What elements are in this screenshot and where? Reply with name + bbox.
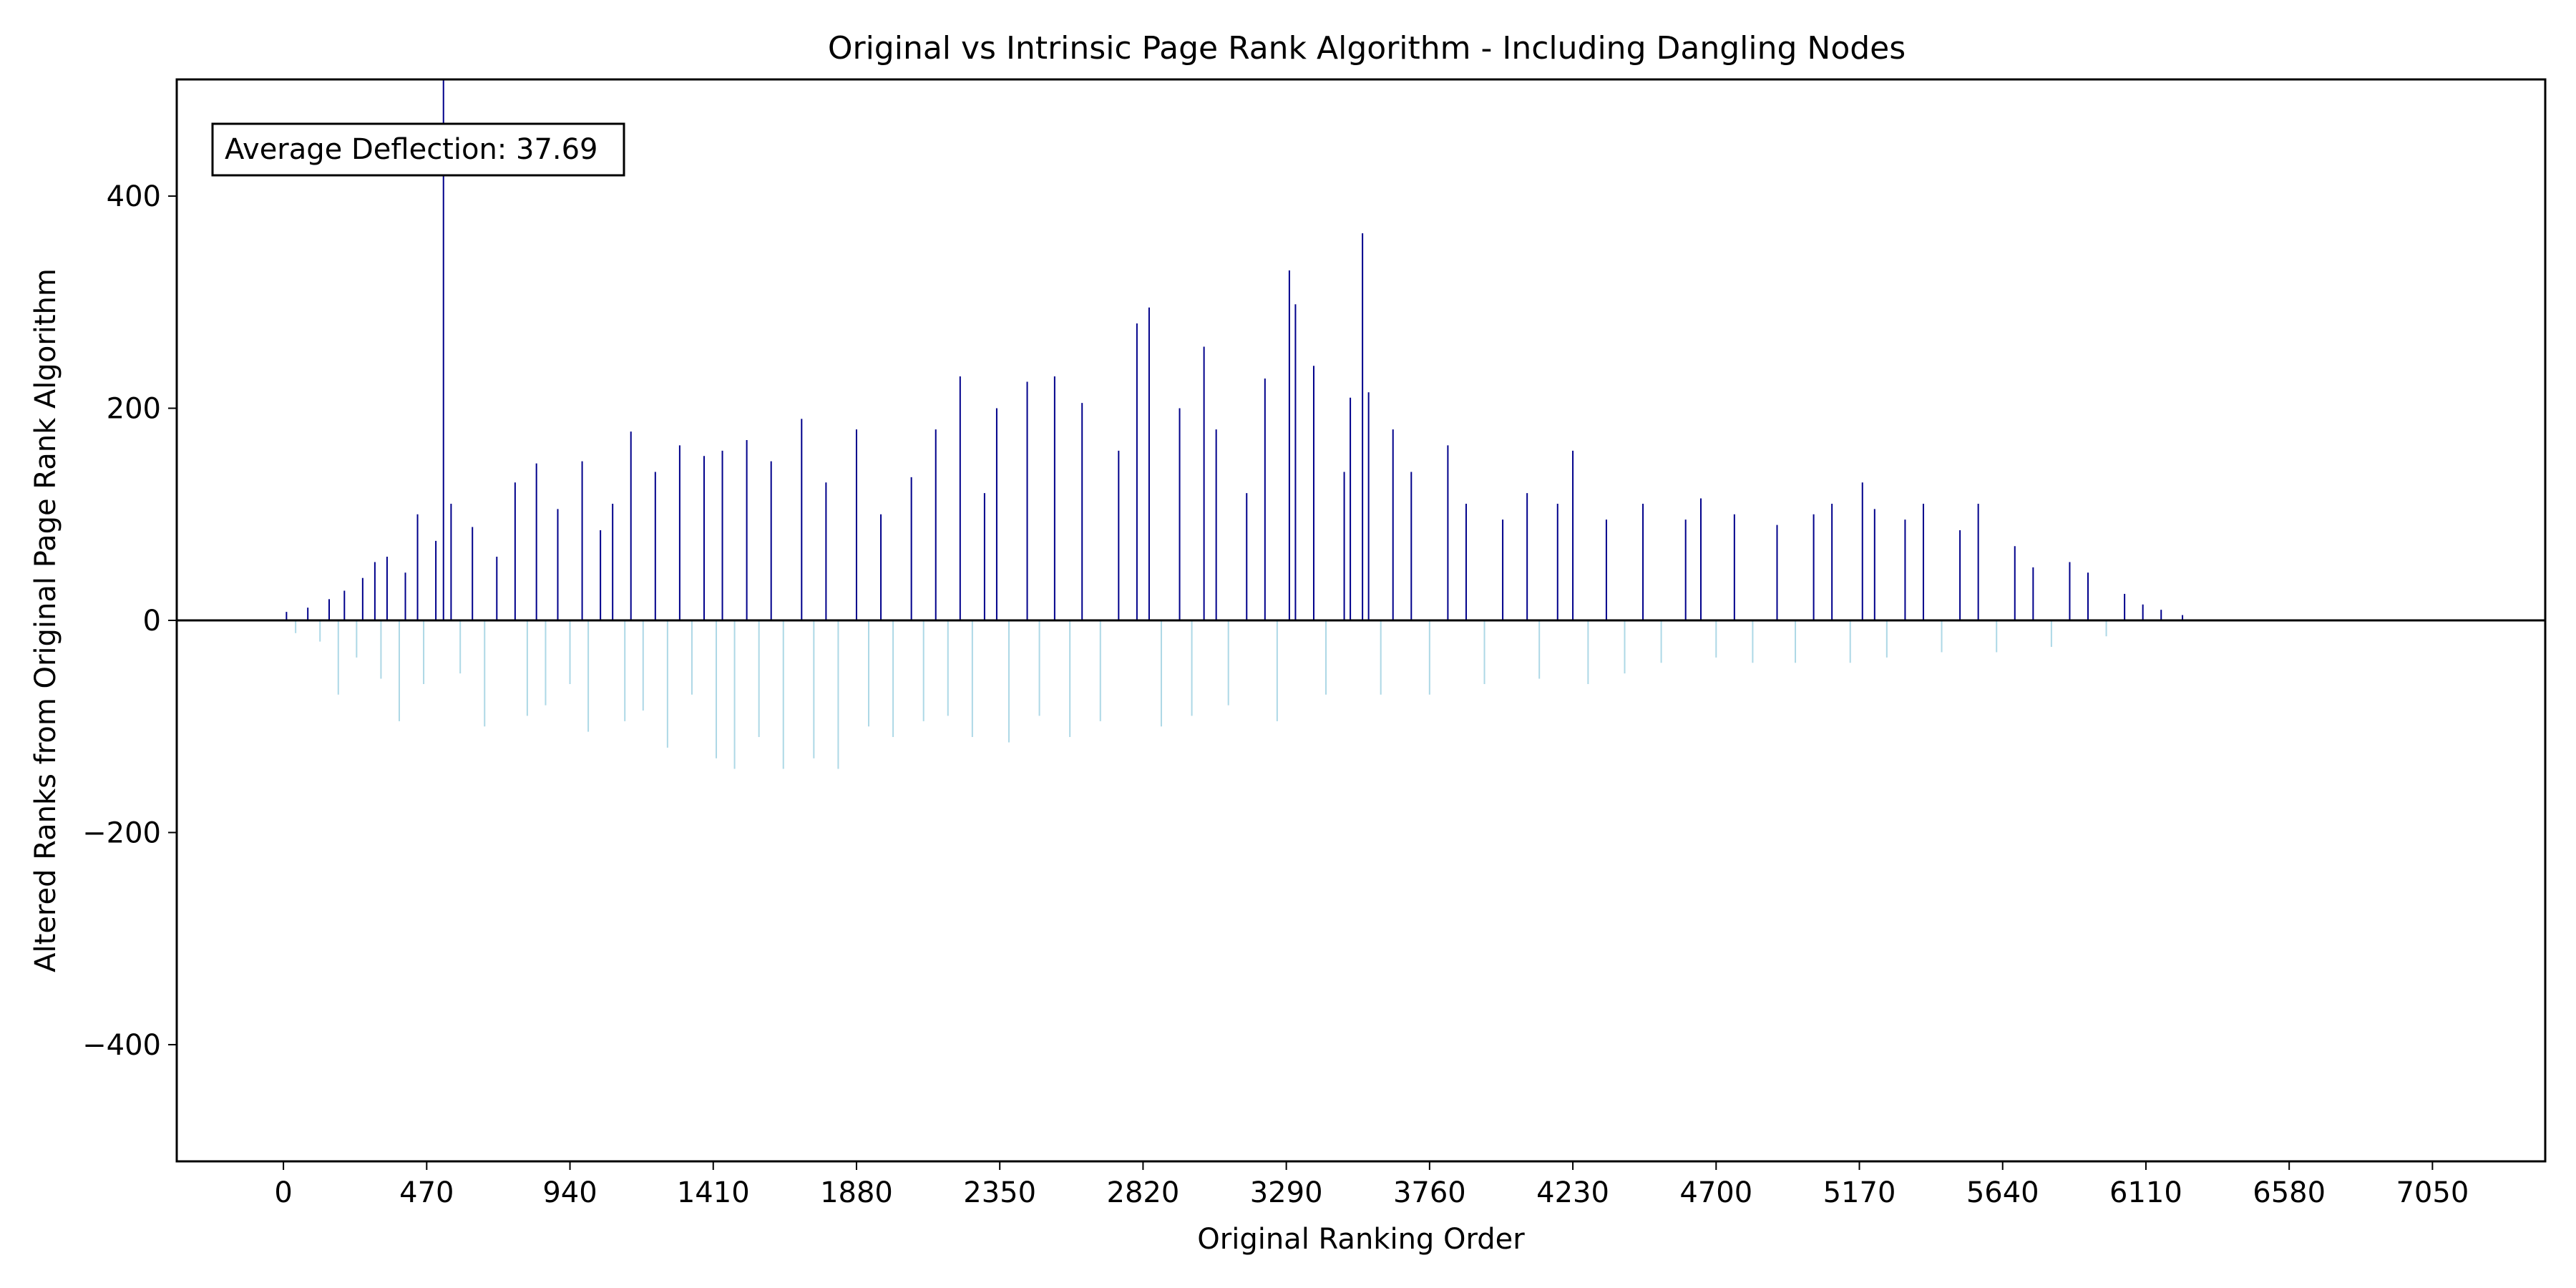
- positive-bars: [286, 79, 2184, 620]
- x-tick-label: 4230: [1536, 1176, 1609, 1209]
- x-tick-label: 1880: [820, 1176, 893, 1209]
- x-tick-label: 3760: [1393, 1176, 1466, 1209]
- x-tick-label: 1410: [677, 1176, 750, 1209]
- chart-title: Original vs Intrinsic Page Rank Algorith…: [828, 30, 1906, 67]
- x-tick-label: 5640: [1966, 1176, 2039, 1209]
- average-deflection-text: Average Deflection: 37.69: [225, 133, 598, 166]
- y-tick-label: 400: [107, 180, 161, 213]
- y-axis-label: Altered Ranks from Original Page Rank Al…: [29, 268, 62, 972]
- x-tick-label: 2350: [963, 1176, 1036, 1209]
- x-tick-label: 0: [274, 1176, 292, 1209]
- y-tick-label: −400: [82, 1029, 161, 1062]
- x-tick-label: 6580: [2253, 1176, 2326, 1209]
- x-tick-label: 6110: [2109, 1176, 2182, 1209]
- x-tick-label: 2820: [1107, 1176, 1180, 1209]
- x-tick-label: 5170: [1823, 1176, 1896, 1209]
- average-deflection-box: Average Deflection: 37.69: [211, 122, 625, 177]
- x-tick-label: 470: [399, 1176, 454, 1209]
- y-tick-label: −200: [82, 816, 161, 849]
- y-tick-label: 0: [143, 605, 161, 638]
- x-tick-label: 4700: [1679, 1176, 1752, 1209]
- x-tick-label: 7050: [2396, 1176, 2469, 1209]
- y-tick-label: 200: [107, 393, 161, 426]
- negative-bars: [295, 620, 2107, 769]
- x-tick-label: 3290: [1250, 1176, 1323, 1209]
- x-axis: 0 470 940 1410 1880 2350 2820 3290 3760 4230 4700 5…: [274, 1161, 2469, 1209]
- x-tick-label: 940: [542, 1176, 597, 1209]
- x-axis-label: Original Ranking Order: [1197, 1223, 1525, 1256]
- y-axis: −400 −200 0 200 400: [82, 180, 177, 1062]
